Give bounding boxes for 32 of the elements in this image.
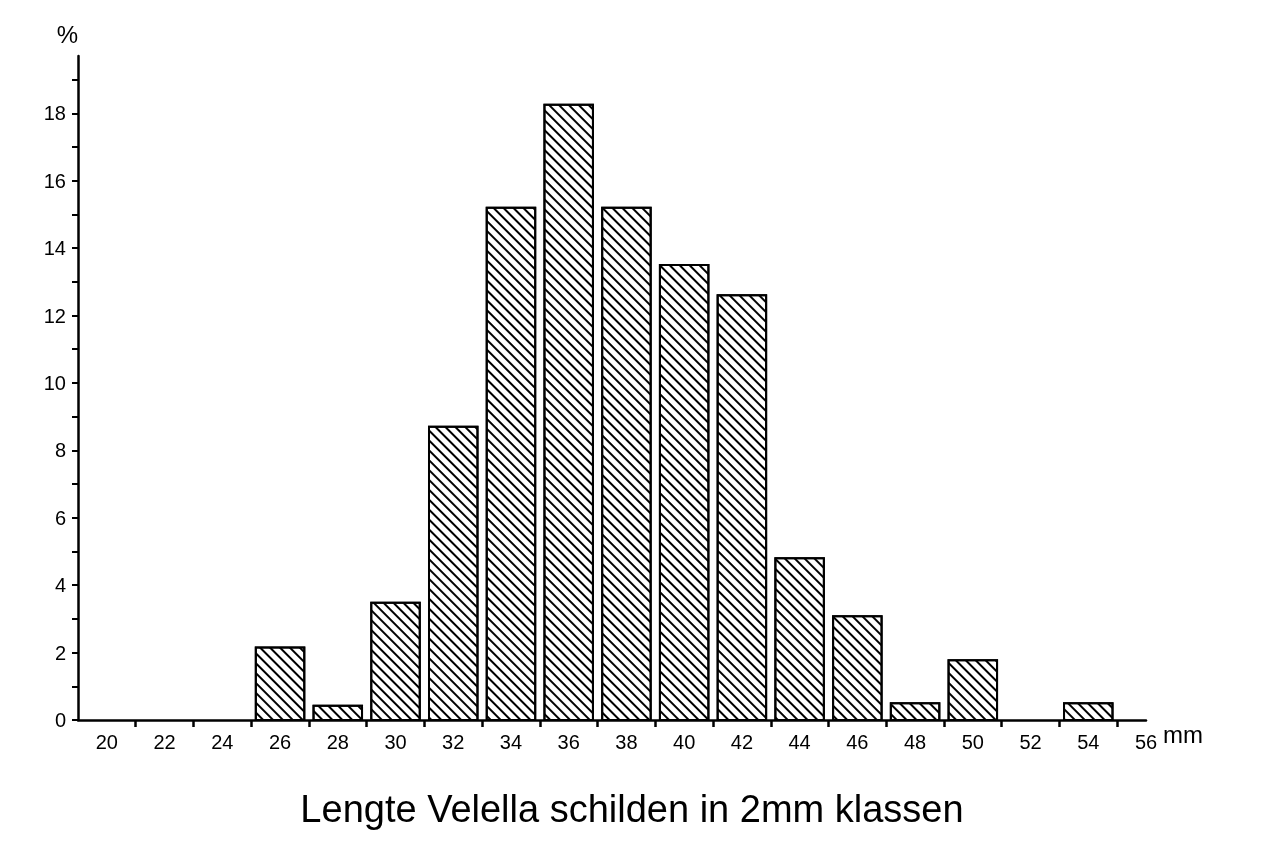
y-tick-label: 16 (43, 169, 66, 192)
x-tick-label: 24 (211, 731, 234, 753)
x-axis-title: mm (1163, 720, 1204, 748)
x-tick-label: 40 (673, 731, 696, 753)
y-tick-label: 14 (43, 237, 66, 260)
y-tick-label: 6 (54, 506, 66, 529)
x-tick-label: 30 (384, 731, 407, 753)
x-tick-label: 52 (1019, 731, 1042, 753)
x-tick-label: 32 (442, 731, 465, 753)
y-tick-label: 0 (54, 709, 66, 731)
text: Lengte Velella schilden in 2mm klassen (300, 788, 964, 830)
x-tick-label: 20 (95, 731, 118, 753)
x-tick-label: 38 (615, 731, 638, 753)
x-tick-label: 56 (1134, 731, 1158, 753)
x-tick-label: 26 (268, 731, 292, 753)
x-tick-label: 36 (557, 731, 580, 753)
x-tick-label: 50 (961, 731, 984, 753)
x-tick-label: 28 (326, 731, 349, 753)
y-tick-label: 12 (43, 304, 66, 327)
x-tick-label: 42 (730, 731, 754, 753)
x-tick-label: 48 (903, 731, 927, 753)
x-tick-label: 46 (846, 731, 869, 753)
y-tick-label: 4 (54, 574, 66, 597)
x-tick-label: 54 (1077, 731, 1100, 753)
y-tick-label: 10 (43, 371, 66, 394)
x-tick-label: 34 (499, 731, 523, 753)
y-tick-label: 2 (54, 641, 66, 664)
y-tick-label: 18 (43, 102, 66, 125)
y-axis-title: % (56, 20, 78, 48)
x-tick-label: 44 (788, 731, 811, 753)
y-tick-label: 8 (54, 439, 66, 462)
x-tick-label: 22 (153, 731, 176, 753)
